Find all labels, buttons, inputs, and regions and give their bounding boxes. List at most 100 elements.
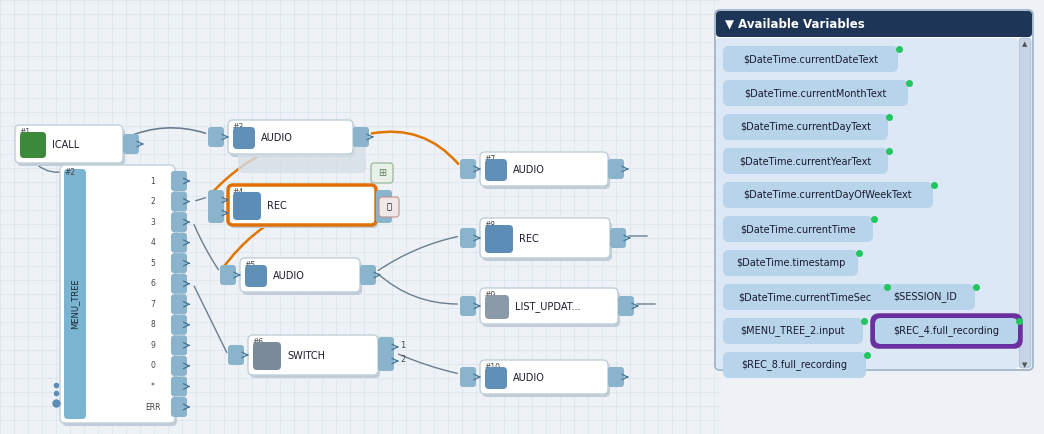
FancyBboxPatch shape: [64, 169, 86, 419]
Text: $SESSION_ID: $SESSION_ID: [893, 292, 957, 302]
Text: MENU_TREE: MENU_TREE: [71, 279, 79, 329]
Text: $DateTime.currentTime: $DateTime.currentTime: [740, 224, 856, 234]
Text: 2: 2: [400, 355, 405, 364]
FancyBboxPatch shape: [171, 397, 187, 417]
FancyBboxPatch shape: [716, 11, 1033, 37]
Text: REC: REC: [267, 201, 287, 211]
FancyBboxPatch shape: [723, 216, 873, 242]
Text: $DateTime.currentTimeSec: $DateTime.currentTimeSec: [738, 292, 871, 302]
FancyBboxPatch shape: [723, 352, 867, 378]
FancyBboxPatch shape: [228, 185, 376, 225]
FancyBboxPatch shape: [723, 80, 908, 106]
Text: 7: 7: [150, 300, 156, 309]
FancyBboxPatch shape: [220, 265, 236, 285]
FancyBboxPatch shape: [723, 148, 888, 174]
Text: $DateTime.currentYearText: $DateTime.currentYearText: [739, 156, 872, 166]
Text: AUDIO: AUDIO: [261, 133, 293, 143]
Text: #5: #5: [244, 261, 255, 270]
FancyBboxPatch shape: [723, 46, 898, 72]
FancyBboxPatch shape: [15, 125, 123, 163]
FancyBboxPatch shape: [482, 221, 612, 261]
Text: #1: #1: [19, 128, 30, 137]
FancyBboxPatch shape: [723, 284, 886, 310]
Text: ERR: ERR: [145, 402, 161, 411]
FancyBboxPatch shape: [482, 291, 620, 327]
Text: #2: #2: [64, 168, 75, 177]
FancyBboxPatch shape: [608, 159, 624, 179]
FancyBboxPatch shape: [378, 337, 394, 357]
FancyBboxPatch shape: [123, 134, 139, 154]
FancyBboxPatch shape: [171, 315, 187, 335]
FancyBboxPatch shape: [208, 127, 224, 147]
FancyBboxPatch shape: [480, 218, 610, 258]
FancyBboxPatch shape: [253, 342, 281, 370]
FancyBboxPatch shape: [1019, 38, 1031, 368]
FancyBboxPatch shape: [875, 284, 975, 310]
FancyBboxPatch shape: [353, 127, 369, 147]
FancyBboxPatch shape: [171, 274, 187, 294]
FancyBboxPatch shape: [60, 165, 175, 423]
Text: 6: 6: [150, 279, 156, 288]
FancyBboxPatch shape: [171, 376, 187, 396]
FancyBboxPatch shape: [238, 143, 366, 173]
Text: $REC_4.full_recording: $REC_4.full_recording: [894, 326, 999, 336]
FancyBboxPatch shape: [230, 188, 378, 228]
FancyBboxPatch shape: [618, 296, 634, 316]
FancyBboxPatch shape: [233, 192, 261, 220]
FancyBboxPatch shape: [875, 318, 1018, 344]
FancyBboxPatch shape: [485, 367, 507, 389]
FancyBboxPatch shape: [482, 363, 610, 397]
Text: LIST_UPDAT...: LIST_UPDAT...: [515, 302, 580, 312]
Text: 1: 1: [150, 177, 156, 185]
Text: ICALL: ICALL: [52, 140, 79, 150]
FancyBboxPatch shape: [485, 295, 509, 319]
FancyBboxPatch shape: [460, 159, 476, 179]
Text: SWITCH: SWITCH: [287, 351, 325, 361]
FancyBboxPatch shape: [723, 250, 858, 276]
Text: AUDIO: AUDIO: [272, 271, 305, 281]
Text: *: *: [151, 382, 155, 391]
FancyBboxPatch shape: [20, 132, 46, 158]
Text: $DateTime.timestamp: $DateTime.timestamp: [736, 258, 846, 268]
Text: 8: 8: [150, 320, 156, 329]
FancyBboxPatch shape: [171, 294, 187, 314]
FancyBboxPatch shape: [228, 345, 244, 365]
Text: 0: 0: [150, 362, 156, 370]
Text: ▲: ▲: [1022, 41, 1027, 47]
Text: $MENU_TREE_2.input: $MENU_TREE_2.input: [740, 326, 846, 336]
Text: ⊞: ⊞: [378, 168, 386, 178]
FancyBboxPatch shape: [716, 38, 1018, 369]
FancyBboxPatch shape: [230, 123, 355, 157]
FancyBboxPatch shape: [62, 168, 177, 426]
FancyBboxPatch shape: [171, 233, 187, 253]
FancyBboxPatch shape: [171, 356, 187, 376]
FancyBboxPatch shape: [376, 190, 392, 210]
Text: #7: #7: [484, 155, 495, 164]
FancyBboxPatch shape: [723, 182, 933, 208]
FancyBboxPatch shape: [460, 367, 476, 387]
FancyBboxPatch shape: [608, 367, 624, 387]
FancyBboxPatch shape: [240, 258, 360, 292]
FancyBboxPatch shape: [485, 225, 513, 253]
FancyBboxPatch shape: [171, 212, 187, 232]
FancyBboxPatch shape: [872, 315, 1021, 347]
FancyBboxPatch shape: [208, 203, 224, 223]
Text: $REC_8.full_recording: $REC_8.full_recording: [741, 359, 848, 371]
FancyBboxPatch shape: [460, 296, 476, 316]
Text: 🗑: 🗑: [386, 203, 392, 211]
Text: $DateTime.currentDateText: $DateTime.currentDateText: [743, 54, 878, 64]
FancyBboxPatch shape: [378, 351, 394, 371]
FancyBboxPatch shape: [250, 338, 380, 378]
FancyBboxPatch shape: [460, 228, 476, 248]
Text: ▼: ▼: [1022, 362, 1027, 368]
FancyBboxPatch shape: [482, 155, 610, 189]
FancyBboxPatch shape: [379, 197, 399, 217]
FancyBboxPatch shape: [233, 127, 255, 149]
FancyBboxPatch shape: [480, 288, 618, 324]
FancyBboxPatch shape: [171, 191, 187, 211]
Text: AUDIO: AUDIO: [513, 373, 545, 383]
FancyBboxPatch shape: [248, 335, 378, 375]
FancyBboxPatch shape: [480, 152, 608, 186]
Text: $DateTime.currentDayText: $DateTime.currentDayText: [740, 122, 871, 132]
Text: 5: 5: [150, 259, 156, 268]
